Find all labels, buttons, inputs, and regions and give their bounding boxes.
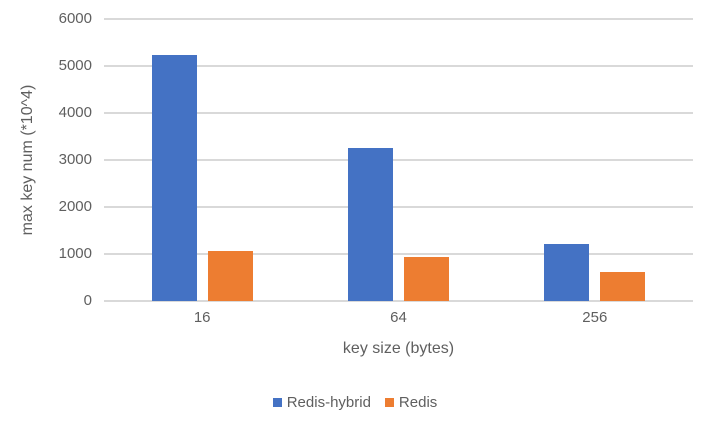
- y-tick-label-2000: 2000: [58, 198, 92, 215]
- gridline-4000: [104, 112, 693, 114]
- legend: Redis-hybrid Redis: [0, 394, 710, 411]
- legend-label: Redis-hybrid: [286, 394, 371, 411]
- x-tick-label-16: 16: [193, 309, 211, 326]
- gridline-2000: [104, 206, 693, 208]
- y-tick-label-5000: 5000: [58, 57, 92, 74]
- bar-redis-16[interactable]: [207, 250, 253, 301]
- legend-marker-icon: [384, 398, 394, 407]
- gridline-5000: [104, 65, 693, 67]
- x-tick-label-64: 64: [390, 309, 407, 326]
- y-tick-label-3000: 3000: [58, 151, 92, 168]
- bar-redis-hybrid-16[interactable]: [151, 55, 197, 301]
- y-tick-label-1000: 1000: [58, 245, 92, 262]
- legend-item-redis[interactable]: Redis: [384, 394, 438, 411]
- gridline-0: [104, 300, 693, 302]
- x-tick-label-256: 256: [582, 309, 608, 326]
- y-tick-label-6000: 6000: [58, 10, 92, 27]
- bar-redis-hybrid-256[interactable]: [544, 244, 590, 301]
- legend-marker-icon: [272, 398, 282, 407]
- legend-item-redis-hybrid[interactable]: Redis-hybrid: [272, 394, 371, 411]
- y-tick-label-0: 0: [83, 292, 92, 309]
- gridline-6000: [104, 18, 693, 20]
- x-axis-title: key size (bytes): [342, 340, 455, 357]
- bar-redis-256[interactable]: [600, 272, 646, 301]
- legend-label: Redis: [398, 394, 438, 411]
- bar-redis-64[interactable]: [404, 257, 449, 301]
- gridline-1000: [104, 253, 693, 255]
- bar-redis-hybrid-64[interactable]: [348, 147, 393, 301]
- y-tick-label-4000: 4000: [58, 104, 92, 121]
- gridline-3000: [104, 159, 693, 161]
